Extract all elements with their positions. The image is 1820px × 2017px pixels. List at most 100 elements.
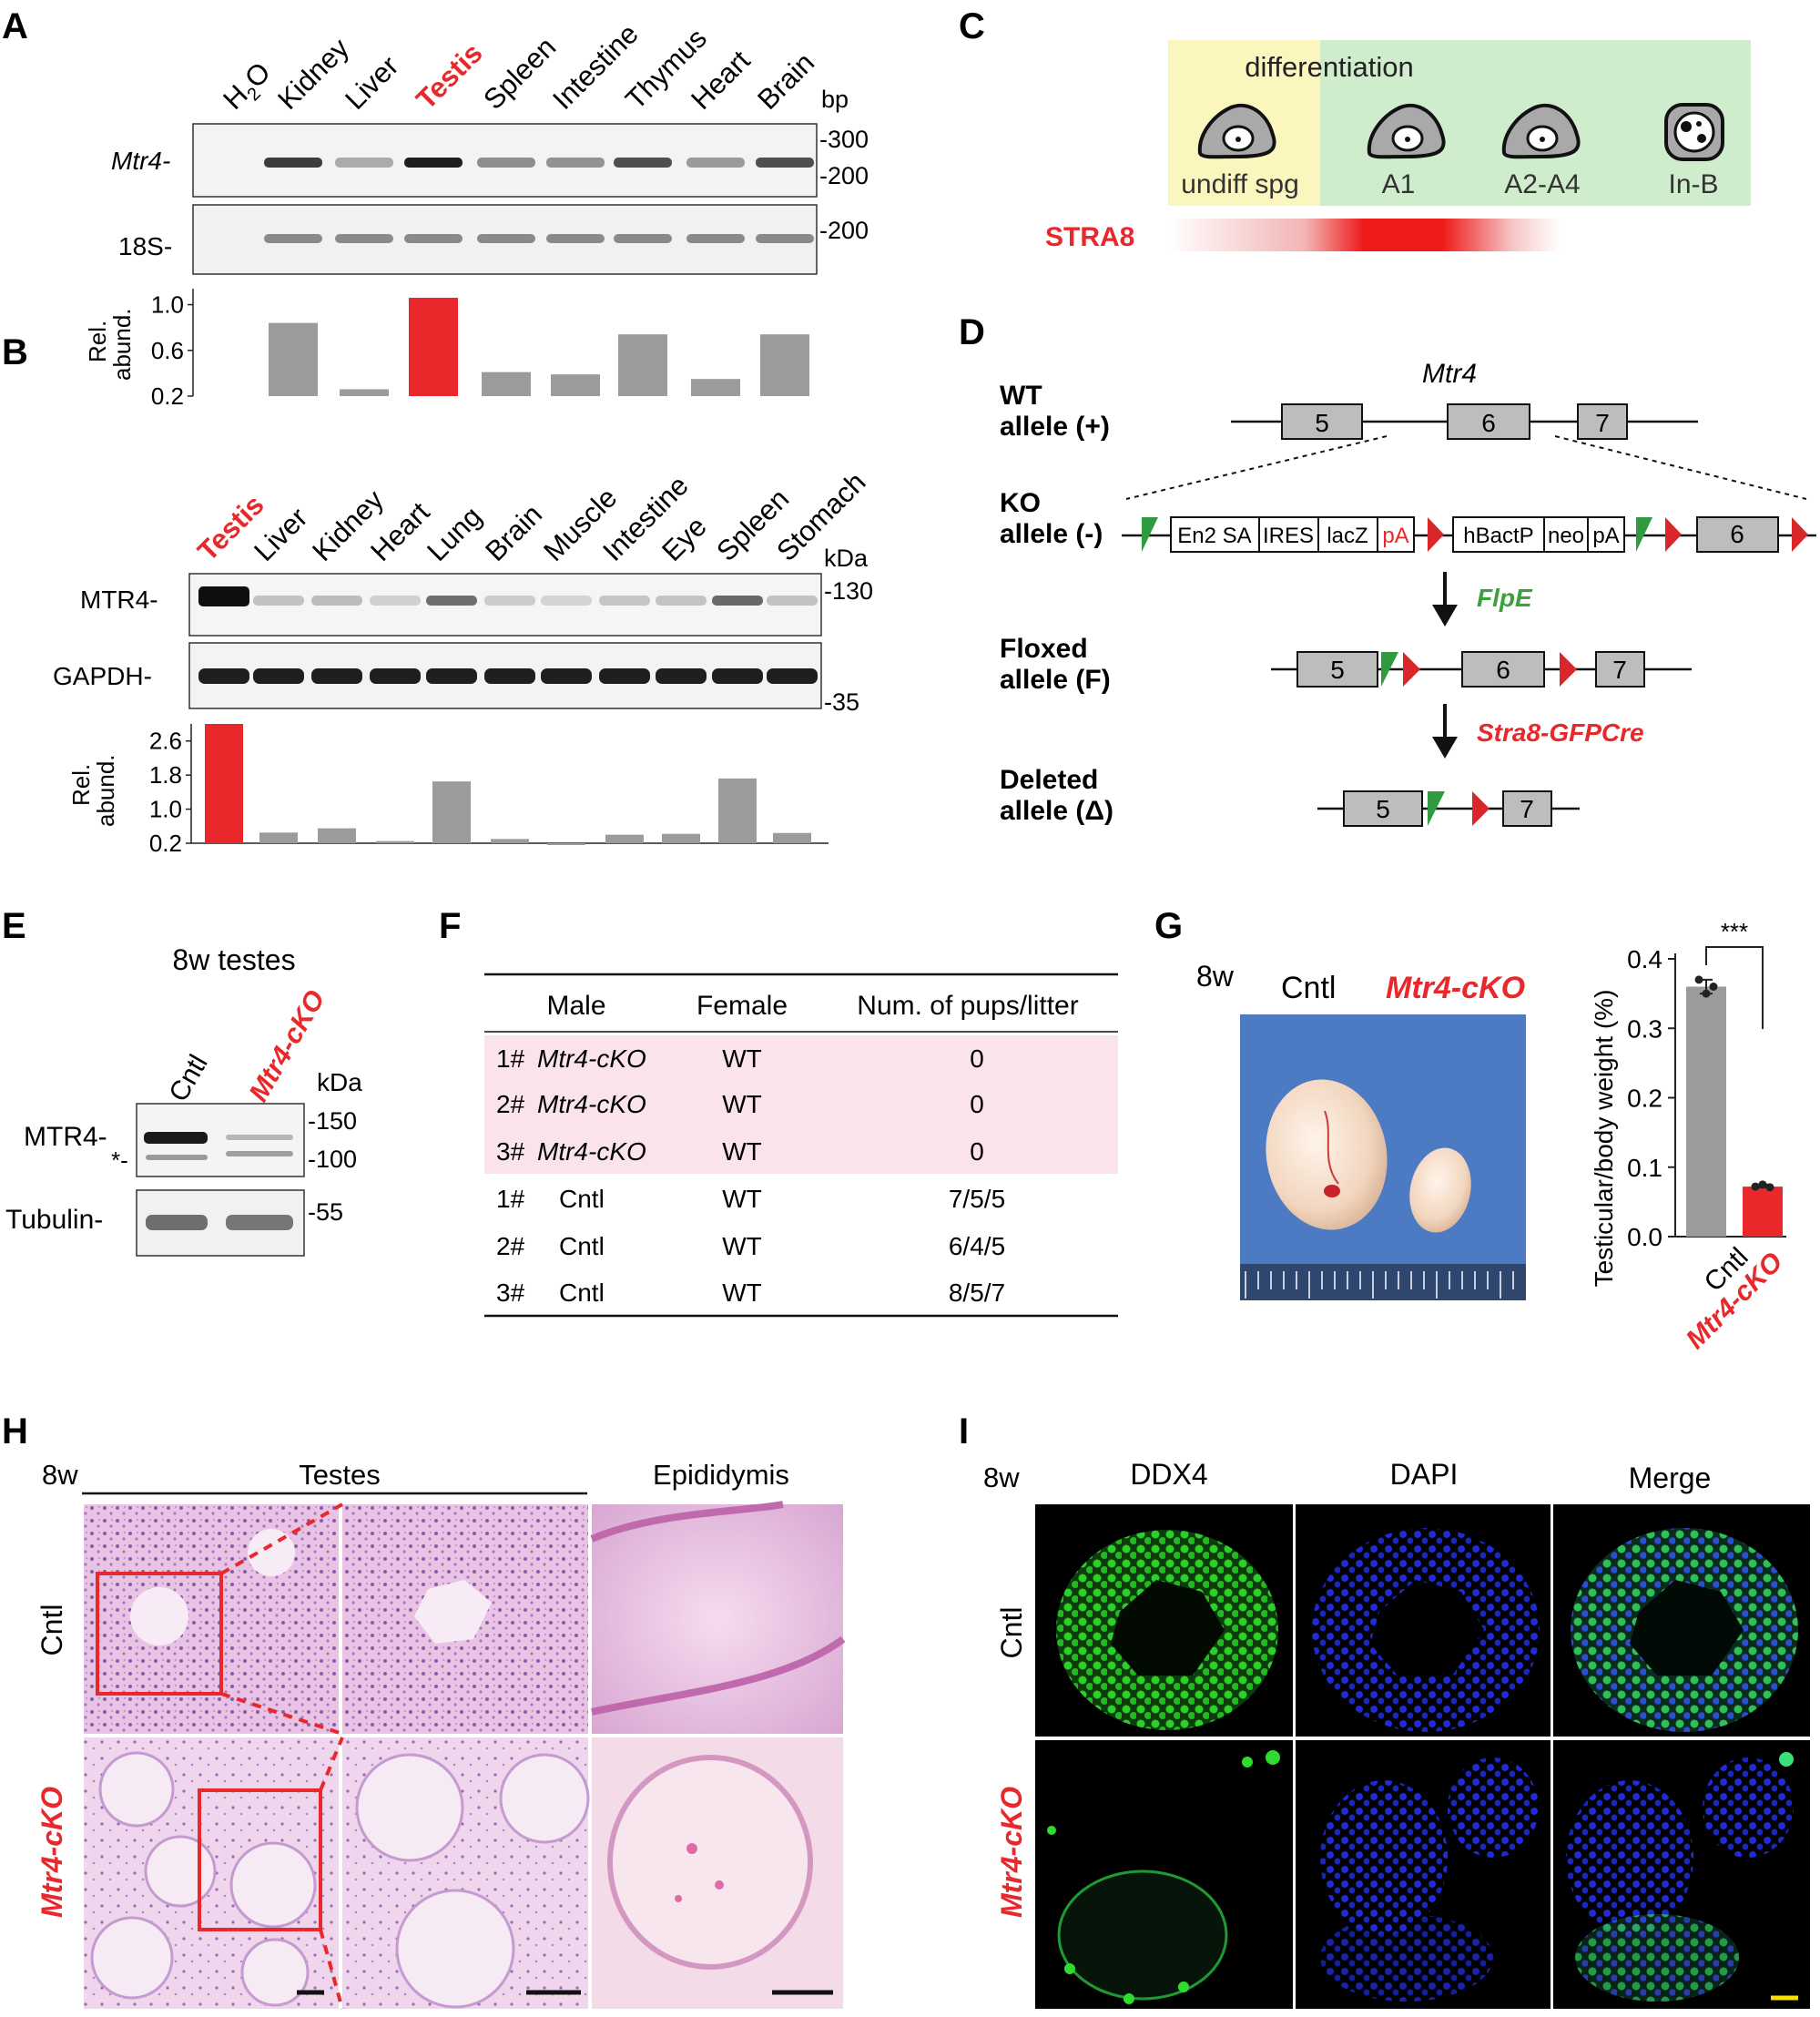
band-gapdh-6 xyxy=(541,668,592,684)
gel-bands-mtr4 xyxy=(264,158,814,168)
g-ruler xyxy=(1240,1264,1526,1300)
cell-undiff-icon xyxy=(1197,103,1276,159)
i-channel-dapi: DAPI xyxy=(1390,1458,1459,1491)
f-loxp-1 xyxy=(1403,652,1420,687)
band-gapdh-9 xyxy=(712,668,763,684)
e-lane-cntl: Cntl xyxy=(163,1050,213,1107)
h-row-cko: Mtr4-cKO xyxy=(36,1787,68,1918)
band-mtr4-1 xyxy=(264,158,322,168)
h-cko-epid-spot-1 xyxy=(686,1843,697,1854)
f-header-male: Male xyxy=(546,991,605,1021)
band-mtr4-b-5 xyxy=(484,596,535,606)
h-cntl-overview xyxy=(84,1504,339,1734)
e-marker-150: -150 xyxy=(308,1107,357,1135)
h-cntl-tubule-lumen-2 xyxy=(248,1529,295,1576)
allele-wt-line1: WT xyxy=(1000,381,1042,411)
i-row-cntl: Cntl xyxy=(995,1607,1028,1659)
chart-b-ticklabel-2: 1.0 xyxy=(149,796,182,823)
i-cko-ddx4-cell-3 xyxy=(1178,1981,1189,1992)
panel-label-e: E xyxy=(2,906,26,946)
allele-f-line2: allele (F) xyxy=(1000,665,1111,695)
panel-label-b: B xyxy=(2,332,28,372)
marker-200a: -200 xyxy=(819,162,869,189)
chart-b-bar-0 xyxy=(205,724,243,843)
f-row-pups-0: 0 xyxy=(970,1044,984,1073)
band-gapdh-2 xyxy=(311,668,362,684)
chart-b-bar-5 xyxy=(491,839,529,843)
h-group-epid: Epididymis xyxy=(653,1459,789,1491)
i-cko-ddx4-cell-5 xyxy=(1242,1757,1253,1767)
chart-a-ticklabel-1: 0.6 xyxy=(151,337,184,364)
f-loxp-2 xyxy=(1560,652,1577,687)
loxp-site-2 xyxy=(1665,517,1682,552)
f-exon-6 xyxy=(1461,651,1545,688)
chart-a-bar-2 xyxy=(340,389,389,396)
chart-b-ylabel-1: Rel. xyxy=(67,764,95,806)
cassette-pa1-label: pA xyxy=(1382,524,1408,548)
chart-a-ticklabel-2: 0.2 xyxy=(151,382,184,410)
i-cntl-ddx4-lumen xyxy=(1111,1580,1225,1676)
flpe-label: FlpE xyxy=(1477,584,1533,612)
band-gapdh-8 xyxy=(656,668,707,684)
blot-label-gapdh: GAPDH- xyxy=(53,662,152,690)
band-gapdh-5 xyxy=(484,668,535,684)
g-age: 8w xyxy=(1196,960,1235,993)
f-row-male-3: Cntl xyxy=(559,1185,605,1213)
i-row-cko: Mtr4-cKO xyxy=(995,1787,1028,1918)
lane-label-b-5: Brain xyxy=(479,498,548,567)
f-row-male-2: Mtr4-cKO xyxy=(537,1137,646,1166)
band-mtr4-b-0 xyxy=(198,586,249,606)
g-testis-cko xyxy=(1409,1147,1471,1233)
h-cko-zoom-box xyxy=(198,1788,322,1931)
ko-exon-6 xyxy=(1696,516,1779,553)
lane-h2o-h: H xyxy=(217,78,254,116)
band-mtr4-b-7 xyxy=(599,596,650,606)
h-cntl-zoom-box xyxy=(96,1572,223,1696)
e-title: 8w testes xyxy=(172,943,295,976)
lane-label-a-3: Testis xyxy=(410,36,488,115)
band-18s-6 xyxy=(614,234,672,243)
g-cntl-title: Cntl xyxy=(1281,971,1336,1005)
unit-kda-b: kDa xyxy=(824,545,869,572)
chart-g-bar-0 xyxy=(1686,986,1726,1237)
frt-site-2 xyxy=(1636,517,1652,552)
i-cko-dapi-cluster-3 xyxy=(1320,1914,1493,2002)
band-gapdh-10 xyxy=(767,668,818,684)
panel-label-h: H xyxy=(2,1411,28,1452)
panel-label-g: G xyxy=(1154,906,1183,946)
chart-a-bar-6 xyxy=(618,334,667,396)
chart-b-bar-1 xyxy=(259,832,298,843)
loxp-site-3 xyxy=(1792,517,1808,552)
band-mtr4-b-6 xyxy=(541,596,592,606)
chart-b-bar-4 xyxy=(432,781,471,843)
panel-c: differentiation undiff spg A1 A2-A4 In-B xyxy=(1045,40,1751,252)
band-mtr4-5 xyxy=(546,158,605,168)
f-row-pups-5: 8/5/7 xyxy=(949,1278,1005,1307)
e-unit: kDa xyxy=(317,1068,362,1096)
h-cko-zoom-tubule-2 xyxy=(499,1753,590,1844)
i-cko-ddx4-cell-2 xyxy=(1124,1993,1134,2004)
band-mtr4-2 xyxy=(335,158,393,168)
e-band-cko-faint2 xyxy=(226,1151,293,1156)
panel-f: Male Female Num. of pups/litter 1# Mtr4-c… xyxy=(484,973,1118,1318)
band-18s-3 xyxy=(404,234,463,243)
chart-b-ticklabel-0: 2.6 xyxy=(149,728,182,755)
chart-g-ticklabel-4: 0.4 xyxy=(1627,945,1662,973)
del-loxp xyxy=(1472,791,1490,826)
cassette-pa1 xyxy=(1377,516,1415,553)
f-row-pups-4: 6/4/5 xyxy=(949,1232,1005,1260)
chart-a-bar-7 xyxy=(691,379,740,396)
i-cko-merge-cluster-1 xyxy=(1566,1780,1693,1935)
e-band-cntl-star xyxy=(146,1155,208,1160)
panel-label-d: D xyxy=(959,312,985,352)
chart-b-bar-8 xyxy=(662,833,700,843)
cassette-en2sa-label: En2 SA xyxy=(1177,524,1251,548)
panel-label-i: I xyxy=(959,1411,969,1452)
i-cko-ddx4-tubule xyxy=(1057,1869,1228,2001)
h-cntl-zoom-lumen xyxy=(414,1580,492,1644)
f-frt xyxy=(1381,652,1398,687)
f-exon-5 xyxy=(1296,651,1378,688)
band-gapdh-7 xyxy=(599,668,650,684)
chart-b-bar-9 xyxy=(718,778,757,843)
